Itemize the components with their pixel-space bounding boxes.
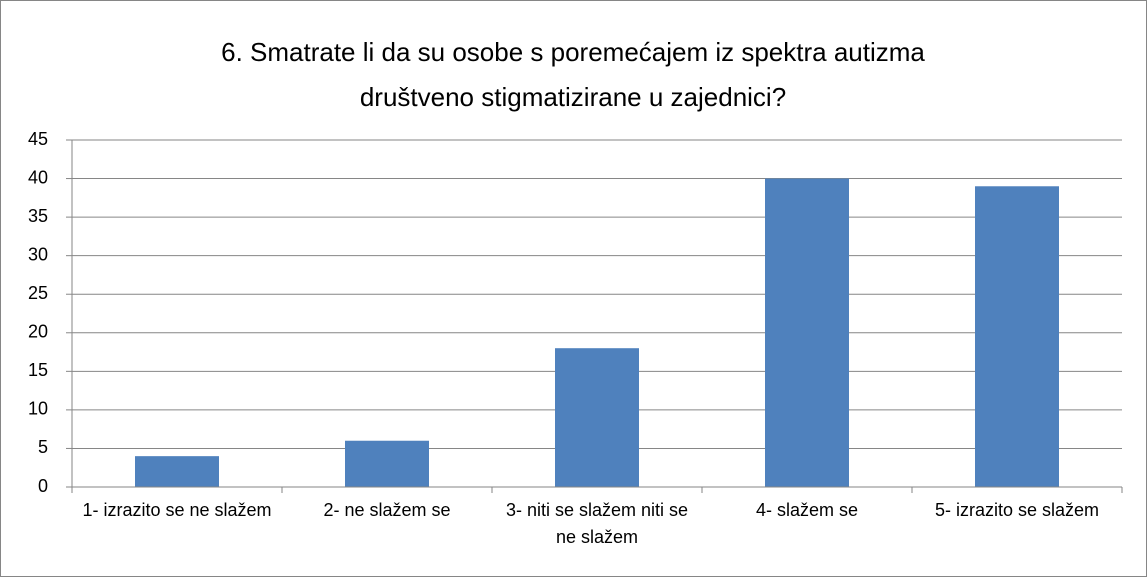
x-tick-label: 1- izrazito se ne slažem <box>82 500 272 520</box>
x-tick-label: 2- ne slažem se <box>323 500 451 520</box>
y-tick-label: 40 <box>28 167 48 187</box>
y-tick-label: 45 <box>28 129 48 149</box>
y-tick-label: 5 <box>38 437 48 457</box>
y-tick-label: 0 <box>38 476 48 496</box>
x-tick-label: 4- slažem se <box>755 500 859 520</box>
x-tick-label: 3- niti se slažem niti se ne slažem <box>505 500 689 547</box>
y-tick-label: 15 <box>28 360 48 380</box>
y-tick-label: 35 <box>28 206 48 226</box>
bar <box>975 186 1059 487</box>
bar <box>135 456 219 487</box>
x-tick-label: 5- izrazito se slažem <box>934 500 1100 520</box>
chart-title: 6. Smatrate li da su osobe s poremećajem… <box>221 37 925 112</box>
y-tick-label: 25 <box>28 283 48 303</box>
bar <box>345 440 429 487</box>
bar <box>765 178 849 488</box>
bar <box>555 348 639 487</box>
y-tick-label: 10 <box>28 399 48 419</box>
y-tick-label: 30 <box>28 244 48 264</box>
y-tick-label: 20 <box>28 322 48 342</box>
